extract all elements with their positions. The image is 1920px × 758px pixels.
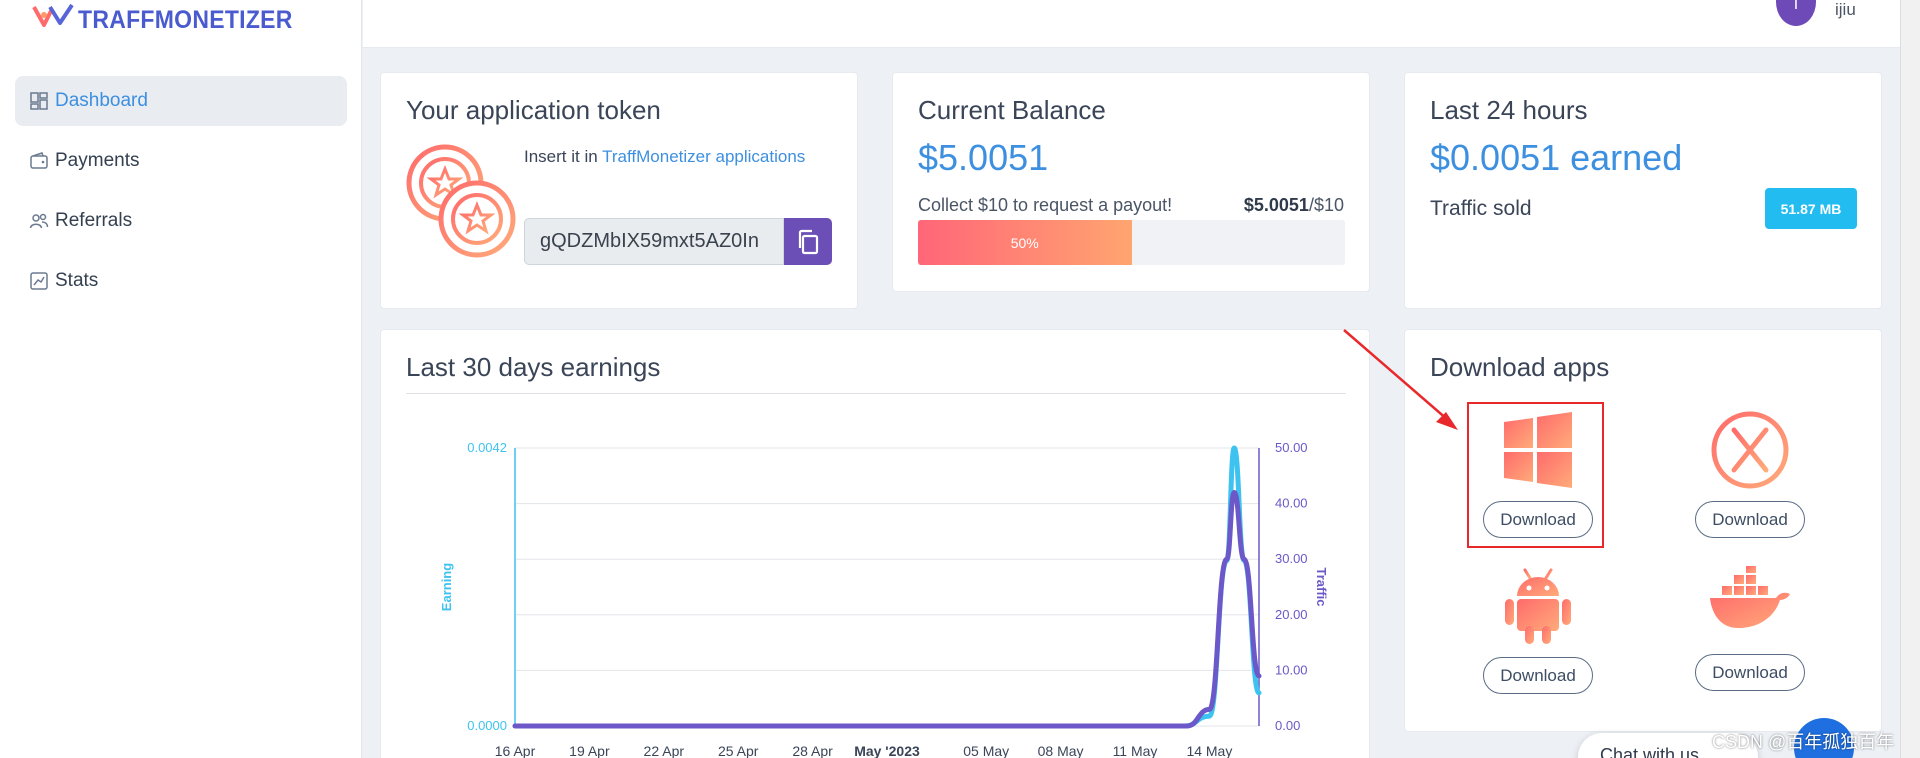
coins-icon (406, 144, 516, 258)
sidebar-item-label: Dashboard (55, 90, 148, 111)
balance-value: $5.0051 (918, 137, 1049, 178)
watermark: CSDN @百年孤独百年 (1712, 732, 1895, 752)
right-tick-label: 30.00 (1275, 551, 1308, 566)
payout-current: $5.0051 (1243, 195, 1309, 215)
logo[interactable]: TRAFFMONETIZER (30, 0, 311, 40)
balance-card-title: Current Balance (918, 95, 1106, 125)
payout-progress-bar: 50% (918, 220, 1345, 265)
logo-icon (32, 3, 74, 27)
left-axis-title: Earning (439, 563, 454, 611)
sidebar-item-label: Stats (55, 270, 99, 291)
scrollbar[interactable] (1900, 0, 1920, 758)
balance-card: Current Balance $5.0051 Collect $10 to r… (892, 72, 1370, 292)
users-icon (29, 213, 49, 229)
download-macos-button[interactable]: Download (1695, 501, 1805, 538)
wallet-icon (30, 152, 48, 169)
sidebar: TRAFFMONETIZER Dashboard Payments Referr… (0, 0, 362, 758)
earnings-chart: 50.00 40.00 30.00 20.00 10.00 0.00 0.0042 0.000… (439, 440, 1329, 758)
last-24-hours-card: Last 24 hours $0.0051 earned Traffic sol… (1404, 72, 1882, 309)
logo-text: TRAFFMONETIZER (78, 5, 293, 34)
download-windows-button[interactable]: Download (1483, 501, 1593, 538)
token-card: Your application token Insert it in Traf… (380, 72, 858, 309)
x-tick-label: 28 Apr (792, 743, 833, 758)
traffic-sold-badge: 51.87 MB (1765, 188, 1857, 229)
docker-icon (1710, 566, 1790, 628)
x-tick-label: 11 May (1113, 743, 1158, 758)
right-tick-label: 50.00 (1275, 440, 1308, 455)
token-instructions: Insert it in TraffMonetizer applications (524, 143, 824, 171)
token-input[interactable]: gQDZMbIX59mxt5AZ0In (524, 218, 784, 265)
payout-note: Collect $10 to request a payout! (918, 195, 1173, 215)
x-tick-label: 25 Apr (718, 743, 759, 758)
android-download: Download (1473, 566, 1603, 696)
chart-title: Last 30 days earnings (406, 352, 661, 382)
x-tick-label: 14 May (1186, 743, 1232, 758)
x-tick-label: 16 Apr (495, 743, 536, 758)
download-apps-card: Download apps Download Download (1404, 329, 1882, 732)
download-docker-button[interactable]: Download (1695, 654, 1805, 691)
top-bar: I ijiu (363, 0, 1900, 48)
x-tick-label: 22 Apr (644, 743, 685, 758)
left-tick-label: 0.0000 (467, 718, 507, 733)
chart-line-icon (30, 272, 48, 290)
traffic-sold-label: Traffic sold (1430, 197, 1532, 220)
highlight-box (1467, 402, 1604, 548)
payout-ratio: $5.0051/$10 (1244, 195, 1344, 216)
avatar[interactable]: I (1776, 0, 1816, 26)
x-tick-label: 05 May (963, 743, 1009, 758)
payout-target: /$10 (1308, 195, 1344, 215)
right-axis-title: Traffic (1314, 567, 1329, 606)
windows-icon (1504, 412, 1572, 488)
username[interactable]: ijiu (1835, 0, 1856, 19)
windows-download: Download (1473, 410, 1603, 540)
download-apps-title: Download apps (1430, 352, 1610, 382)
sidebar-item-referrals[interactable]: Referrals (15, 196, 347, 246)
annotation-arrow-icon (1343, 329, 1458, 430)
traffmonetizer-apps-link[interactable]: TraffMonetizer applications (602, 147, 806, 166)
macos-download: Download (1685, 410, 1815, 540)
earned-value: $0.0051 earned (1430, 137, 1683, 178)
sidebar-item-label: Referrals (55, 210, 133, 231)
token-card-title: Your application token (406, 95, 661, 125)
sidebar-item-payments[interactable]: Payments (15, 136, 347, 186)
x-tick-label: 08 May (1038, 743, 1084, 758)
docker-download: Download (1685, 566, 1815, 696)
earnings-chart-card: Last 30 days earnings 50.00 40.00 30.00 20.… (380, 329, 1370, 758)
x-tick-label: 19 Apr (569, 743, 610, 758)
macos-icon (1711, 411, 1789, 489)
sidebar-item-dashboard[interactable]: Dashboard (15, 76, 347, 126)
copy-icon (798, 229, 819, 254)
android-icon (1505, 568, 1571, 644)
copy-token-button[interactable] (784, 218, 832, 265)
series-line-traffic (512, 489, 1262, 729)
right-tick-label: 20.00 (1275, 607, 1308, 622)
right-tick-label: 10.00 (1275, 662, 1308, 677)
download-android-button[interactable]: Download (1483, 657, 1593, 694)
payout-progress-fill: 50% (918, 220, 1132, 265)
x-tick-label: May '2023 (854, 743, 920, 758)
insert-prefix: Insert it in (524, 147, 598, 166)
chat-with-us-button[interactable]: Chat with us (1578, 733, 1758, 758)
left-tick-label: 0.0042 (467, 440, 507, 455)
dashboard-icon (30, 92, 48, 110)
last-24-hours-title: Last 24 hours (1430, 95, 1588, 125)
right-tick-label: 40.00 (1275, 496, 1308, 511)
chart-divider (406, 393, 1346, 394)
sidebar-item-stats[interactable]: Stats (15, 256, 347, 306)
series-line-earning (512, 445, 1262, 729)
sidebar-item-label: Payments (55, 150, 140, 171)
chat-bubble-icon[interactable] (1794, 718, 1854, 758)
right-tick-label: 0.00 (1275, 718, 1300, 733)
